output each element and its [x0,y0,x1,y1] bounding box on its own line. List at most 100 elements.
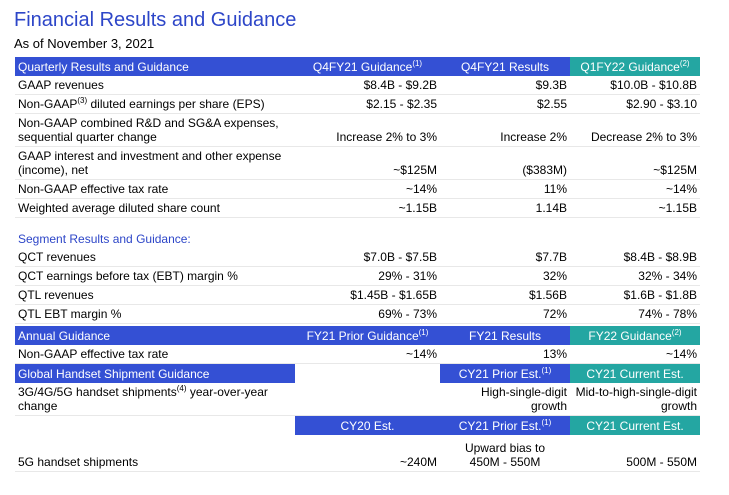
table-row: 3G/4G/5G handset shipments(4) year-over-… [15,383,700,416]
cell-value: $7.7B [535,250,567,264]
table-row: GAAP interest and investment and other e… [15,147,700,180]
text-part: 3G/4G/5G handset shipments [18,385,177,399]
cell-value: $2.55 [536,97,567,111]
cell-value: CY21 Prior Est.(1) [440,364,570,383]
cell-value: 1.14B [535,201,567,215]
text-part: year-over-year change [18,385,268,413]
cell-value [295,411,440,415]
cell-value: $8.4B - $9.2B [363,78,437,92]
table-row: QCT earnings before tax (EBT) margin % 29… [15,267,700,286]
row-label: Non-GAAP effective tax rate [18,182,169,196]
table-row: QCT revenues $7.0B - $7.5B $7.7B $8.4B - $8… [15,248,700,267]
table-row: GAAP revenues $8.4B - $9.2B $9.3B $10.0B - … [15,76,700,95]
header-row: Annual Guidance FY21 Prior Guidance(1) FY2… [15,326,700,345]
row-label [15,416,295,435]
table-row: QTL revenues $1.45B - $1.65B $1.56B $1.6B -… [15,286,700,305]
text-part: CY21 Prior Est. [458,367,542,381]
cell-value [295,364,440,383]
text-part: Non-GAAP [18,97,78,111]
cell-value: ~1.15B [398,201,437,215]
cell-value: ~240M [399,455,437,469]
cell-value: $2.15 - $2.35 [366,97,437,111]
cell-value: 13% [542,347,567,361]
cell-value: 29% - 31% [378,269,437,283]
cell-value: High-single-digit growth [480,385,567,413]
footnote-mark: (4) [176,384,187,393]
row-label: 5G handset shipments [18,455,139,469]
table: Quarterly Results and Guidance Q4FY21 Gui… [15,57,700,472]
table-row: Non-GAAP(3) diluted earnings per share (… [15,95,700,114]
cell-value: 32% - 34% [638,269,697,283]
cell-value: Q4FY21 Results [460,60,550,74]
footnote-mark: (1) [541,366,552,375]
cell-value: FY21 Results [468,329,542,343]
table-row: Weighted average diluted share count ~1.1… [15,199,700,218]
text-part: FY22 Guidance [588,329,672,343]
row-label: QTL revenues [18,288,94,302]
subtitle: As of November 3, 2021 [14,36,155,51]
row-label: Non-GAAP(3) diluted earnings per share (… [15,95,295,113]
cell-value: $1.6B - $1.8B [623,288,697,302]
cell-value: $10.0B - $10.8B [610,78,697,92]
footnote-mark: (2) [679,59,690,68]
table-row: Non-GAAP effective tax rate ~14% 13% ~14% [15,345,700,364]
cell-value: FY21 Prior Guidance(1) [295,326,440,345]
row-label: GAAP revenues [18,78,104,92]
cell-value: ~1.15B [658,201,697,215]
cell-value: $1.45B - $1.65B [350,288,437,302]
section-heading-text: Segment Results and Guidance: [18,232,191,246]
row-label: QCT revenues [18,250,96,264]
row-label: QCT earnings before tax (EBT) margin % [18,269,238,283]
row-label: Non-GAAP effective tax rate [18,347,169,361]
cell-value: CY21 Current Est. [570,416,700,435]
row-label: Non-GAAP combined R&D and SG&A expenses,… [18,116,279,144]
header-row: Global Handset Shipment Guidance CY21 Pri… [15,364,700,383]
cell-value: ~14% [665,182,697,196]
row-label: Annual Guidance [18,329,111,343]
title: Financial Results and Guidance [14,9,297,31]
cell-value: Q4FY21 Guidance(1) [295,57,440,76]
cell-value: ~14% [405,182,437,196]
cell-value: 69% - 73% [378,307,437,321]
cell-value: FY22 Guidance(2) [570,326,700,345]
cell-value: $7.0B - $7.5B [363,250,437,264]
footnote-mark: (2) [671,328,682,337]
cell-value: $8.4B - $8.9B [623,250,697,264]
table-row: 5G handset shipments ~240M Upward bias to … [15,435,700,472]
cell-value: 500M - 550M [626,455,697,469]
cell-value: Increase 2% to 3% [336,130,437,144]
cell-value: ($383M) [522,163,567,177]
header-row: Quarterly Results and Guidance Q4FY21 Gui… [15,57,700,76]
section-heading: Segment Results and Guidance: [15,230,700,248]
header-row: CY20 Est. CY21 Prior Est.(1) CY21 Current … [15,416,700,435]
cell-value: $1.56B [528,288,567,302]
cell-value: CY21 Current Est. [570,364,700,383]
footnote-mark: (1) [418,328,429,337]
table-row: Non-GAAP combined R&D and SG&A expenses,… [15,114,700,147]
cell-value: ~$125M [393,163,437,177]
text-part: Q1FY22 Guidance [580,60,680,74]
row-label: Global Handset Shipment Guidance [18,367,210,381]
cell-value: $9.3B [535,78,567,92]
cell-value: Mid-to-high-single-digit growth [575,385,697,413]
text-part: Q4FY21 Guidance [312,60,413,74]
text-part: diluted earnings per share (EPS) [87,97,265,111]
row-label: Quarterly Results and Guidance [18,60,189,74]
row-label: QTL EBT margin % [18,307,122,321]
cell-value: Q1FY22 Guidance(2) [570,57,700,76]
row-label: 3G/4G/5G handset shipments(4) year-over-… [15,383,295,415]
text-part: CY21 Prior Est. [458,419,542,433]
cell-value: ~$125M [653,163,697,177]
cell-value: Increase 2% [500,130,567,144]
cell-value: Upward bias to 450M - 550M [464,441,546,469]
row-label: Weighted average diluted share count [18,201,220,215]
text-part: FY21 Prior Guidance [306,329,419,343]
cell-value: ~14% [405,347,437,361]
cell-value: ~14% [665,347,697,361]
table-row: Non-GAAP effective tax rate ~14% 11% ~14% [15,180,700,199]
footnote-mark: (1) [412,59,423,68]
cell-value: CY20 Est. [340,419,395,433]
cell-value: $2.90 - $3.10 [626,97,697,111]
cell-value: Decrease 2% to 3% [590,130,697,144]
